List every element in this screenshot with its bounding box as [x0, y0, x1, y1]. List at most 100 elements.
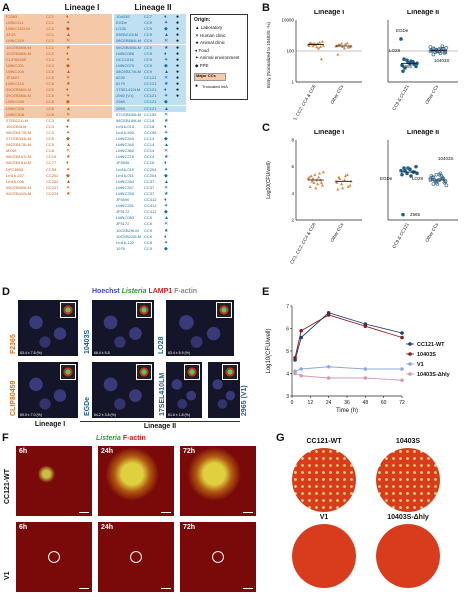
origin-icon: ◆	[164, 136, 168, 142]
legend-major: Major CCs	[196, 73, 216, 78]
lin1-strain: LMNC415	[6, 81, 25, 87]
lin2-row: EGDe CC9 ✦ ●	[114, 20, 186, 27]
panel-f-header: Listeria F-actin	[96, 435, 146, 442]
data-point	[320, 40, 324, 43]
quantification-label: 66.4 ± 5.8	[94, 351, 110, 355]
lin2-strain: Lm16-011	[116, 172, 134, 178]
lin1-cc: CC217	[46, 184, 59, 190]
truncated-dot-icon: ●	[176, 44, 180, 51]
legend-origin-icon: ✦	[195, 55, 200, 60]
lin1-row: LMNC200 CC6 ▲	[4, 68, 112, 75]
data-point	[319, 181, 324, 184]
y-tick-label: 7	[286, 304, 289, 310]
origin-icon: ✕	[66, 148, 71, 155]
microscopy-image: 69.9 ± 7.0 (%)	[18, 362, 78, 418]
origin-icon: ▲	[66, 142, 71, 149]
lin1-row: LMNC201 CC4 ◆	[4, 62, 112, 69]
header-listeria: Listeria	[121, 288, 147, 295]
y-tick-label: 8	[291, 138, 294, 143]
plate-label: CC121-WT	[306, 438, 342, 445]
lin1-strain: LMNC329	[6, 38, 25, 44]
data-point	[444, 183, 449, 188]
panel-g-letter: G	[276, 432, 285, 444]
lin2-cc: CC9	[144, 227, 153, 233]
lin1-cc: CC6	[46, 81, 55, 87]
plate-label: V1	[319, 514, 329, 521]
quantification-label: 64.2 ± 3.8 (%)	[94, 413, 116, 417]
data-point	[314, 186, 318, 190]
origin-icon: ★	[164, 227, 169, 234]
lin2-cc: CC9	[144, 50, 153, 56]
origin-icon: ★	[66, 154, 71, 161]
lin2-strain: Lm16-013	[116, 123, 135, 129]
microscopy-image: 63.4 ± 5.9 (%)	[166, 300, 234, 356]
strain-label: LO28	[158, 336, 165, 354]
annotation-lo28: LO28	[389, 48, 401, 53]
lin1-cc: CC8	[46, 148, 55, 154]
strain-label: 2965 (V1)	[241, 385, 248, 416]
origin-icon: ◆	[66, 62, 70, 69]
truncated-dot-icon: ●	[195, 83, 199, 89]
lin2-strain: JF5172	[116, 209, 130, 215]
legend-title: Origin:	[194, 17, 211, 23]
lin2-row: 07CEB539LM CC155 ✕	[114, 112, 186, 118]
origin-icon: ✦	[164, 56, 169, 63]
lin2-strain: LMNC079	[116, 62, 135, 68]
data-point	[343, 174, 348, 178]
lin2-strain: Lm16-019	[116, 166, 135, 172]
lin2-strain: 03EB210LM	[116, 32, 139, 38]
lin1-strain: DPC6808	[6, 166, 24, 172]
y-tick-label: 6	[286, 326, 289, 332]
time-label: 6h	[19, 524, 28, 531]
series-point	[400, 331, 404, 335]
lin1-row: LMNC411 CC1 ✦	[4, 20, 112, 27]
x-tick-label: 24	[326, 400, 332, 406]
data-point	[434, 49, 439, 53]
lin2-cc: CC9	[144, 245, 153, 251]
lin1-strain: 10CEB550LM	[6, 44, 31, 50]
legend-item: ♦ Food	[195, 48, 209, 53]
microscopy-image: 63.4 ± 7.8 (%)	[18, 300, 78, 356]
lin1-cc: CC2	[46, 50, 55, 56]
data-point	[428, 45, 433, 49]
panel-b-chart: 10000 100 1 Entry (Normalized to 10403S -%)…	[266, 10, 458, 120]
data-point	[340, 42, 344, 45]
lin2-strain: LMNC347	[116, 184, 135, 190]
lin1-strain: AF45	[6, 32, 16, 38]
origin-icon: ◆	[66, 99, 70, 106]
x-tick-label: Other CCs	[329, 221, 344, 243]
data-point	[312, 181, 316, 184]
x-tick-label: 72	[399, 400, 405, 406]
lin2-row: JF5536 CC16 ♦	[114, 160, 186, 166]
lin1-cc: CC3	[46, 129, 55, 135]
series-line	[294, 314, 403, 358]
strain-label: 10403S	[84, 329, 91, 354]
major-cc-swatch	[194, 73, 226, 81]
lin1-cc: CC19	[46, 154, 57, 160]
data-point	[444, 46, 449, 50]
lin2-cc: CC9	[144, 38, 153, 44]
truncated-dot-icon: ●	[176, 26, 180, 33]
truncated-dot-icon: ●	[176, 81, 180, 88]
lin2-row: Lm16-132 CC9 ✦	[114, 240, 186, 246]
origin-icon: ◆	[164, 26, 168, 33]
lin2-strain: LMNC255	[116, 190, 135, 196]
lin2-strain: JF5172	[116, 221, 130, 227]
lin2-row: 08CEB189LM CC18 ★	[114, 118, 186, 124]
origin-icon: ♦	[66, 50, 69, 57]
lin1-row: 08CEB181LM CC77 ♦	[4, 160, 112, 166]
plate-label: 10403S-Δhly	[387, 514, 429, 521]
scatter-subpanel: Lineage I CC1, CC2, CC4 & CC6 Other CCs	[289, 130, 362, 265]
lin2-cc: CC155	[144, 111, 157, 117]
microscopy-image: 66.4 ± 5.8	[92, 300, 154, 356]
data-point	[320, 183, 324, 187]
x-tick-label: Other CCs	[329, 83, 344, 105]
panel-e-chart: 3 4 5 6 7 0 12 24 36 48 60 72 Time (h) Log10(CFU/well…	[266, 304, 451, 414]
panel-d-header: Hoechst Listeria LAMP1 F-actin	[92, 288, 197, 295]
lin2-row: Lm16-011 CC204 ◆	[114, 173, 186, 179]
lin1-row: 09CEB566LM CC6 ✦	[4, 93, 112, 100]
lin1-cc: CC1	[46, 44, 55, 50]
lin1-row: 09CEB410LM CC224 ★	[4, 191, 112, 197]
data-point	[401, 69, 405, 73]
legend-label: 10403S	[417, 352, 436, 358]
